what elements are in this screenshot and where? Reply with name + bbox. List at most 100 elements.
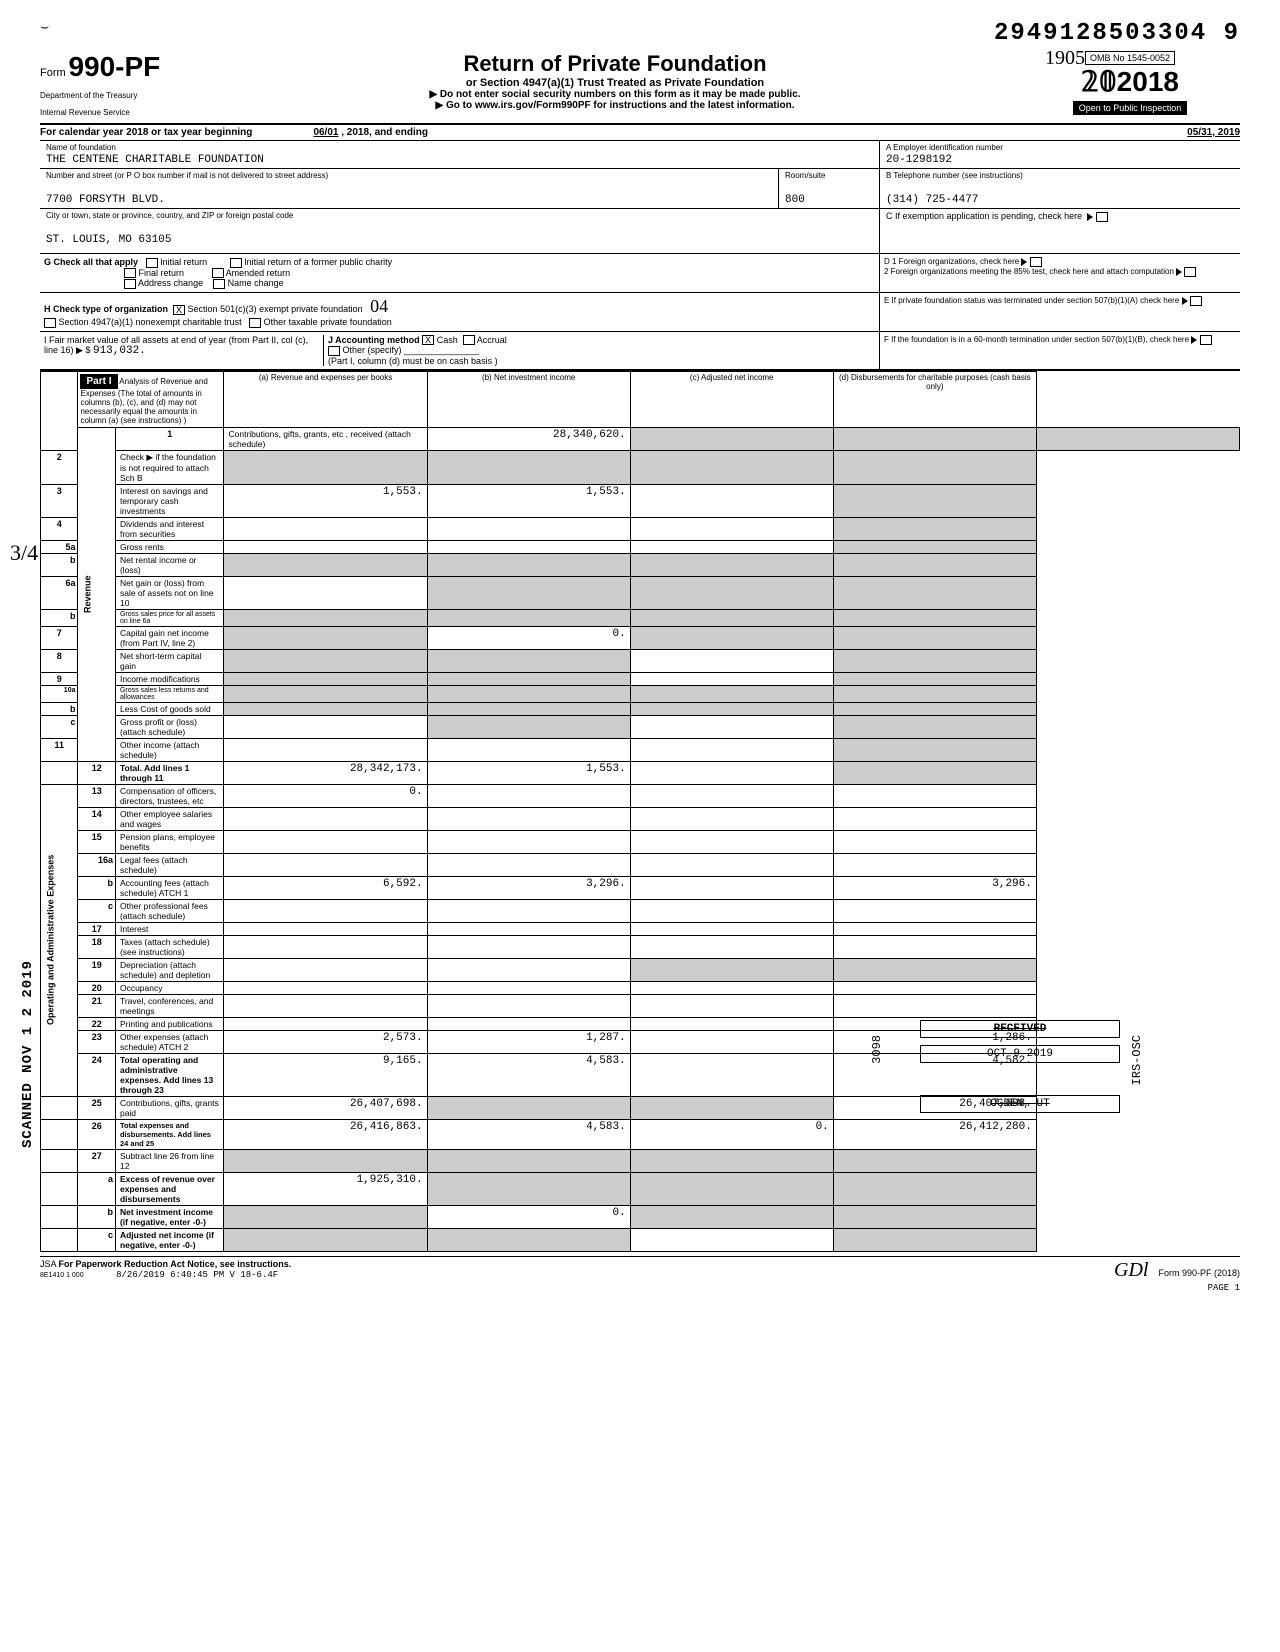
d1-checkbox[interactable] xyxy=(1030,257,1042,267)
section-h: H Check type of organization X Section 5… xyxy=(40,293,880,331)
arrow-icon xyxy=(1176,268,1182,276)
ein: 20-1298192 xyxy=(886,154,1234,166)
col-c-header: (c) Adjusted net income xyxy=(630,371,833,427)
page-number: PAGE 1 xyxy=(1208,1283,1240,1293)
public-inspection: Open to Public Inspection xyxy=(1073,101,1188,115)
subtitle: or Section 4947(a)(1) Trust Treated as P… xyxy=(210,77,1020,89)
col-a-header: (a) Revenue and expenses per books xyxy=(224,371,427,427)
f-checkbox[interactable] xyxy=(1200,335,1212,345)
i-j-f-row: I Fair market value of all assets at end… xyxy=(40,332,1240,371)
arrow-icon xyxy=(1191,336,1197,344)
col-b-header: (b) Net investment income xyxy=(427,371,630,427)
header-right: A Employer identification number 20-1298… xyxy=(880,141,1240,253)
section-j: J Accounting method X Cash Accrual Other… xyxy=(324,335,875,366)
g-check-addr[interactable] xyxy=(124,279,136,289)
g-check-former[interactable] xyxy=(230,258,242,268)
j-check-cash[interactable]: X xyxy=(422,335,434,345)
received-stamp: RECEIVED xyxy=(920,1020,1120,1038)
ogden-stamp: OGDEN, UT xyxy=(920,1095,1120,1113)
fmv-value: 913,032. xyxy=(93,345,146,357)
room-label: Room/suite xyxy=(785,171,873,180)
dept-line-1: Department of the Treasury xyxy=(40,91,210,100)
end-date: 05/31, 2019 xyxy=(1060,127,1240,138)
h-check-501c3[interactable]: X xyxy=(173,305,185,315)
h-e-row: H Check type of organization X Section 5… xyxy=(40,293,1240,332)
calendar-year-row: For calendar year 2018 or tax year begin… xyxy=(40,125,1240,141)
foundation-name-row: Name of foundation THE CENTENE CHARITABL… xyxy=(40,141,879,169)
form-number-box: Form 990-PF Department of the Treasury I… xyxy=(40,51,210,117)
ein-row: A Employer identification number 20-1298… xyxy=(880,141,1240,169)
section-i: I Fair market value of all assets at end… xyxy=(44,335,324,366)
dept-line-2: Internal Revenue Service xyxy=(40,108,210,117)
jsa: JSA xyxy=(40,1259,56,1269)
g-check-initial[interactable] xyxy=(146,258,158,268)
ein-label: A Employer identification number xyxy=(886,143,1234,152)
document-id: 2949128503304 9 xyxy=(994,20,1240,47)
h-check-4947[interactable] xyxy=(44,318,56,328)
arrow-icon xyxy=(1182,297,1188,305)
header-left: Name of foundation THE CENTENE CHARITABL… xyxy=(40,141,880,253)
top-row: ⌣ 2949128503304 9 xyxy=(40,20,1240,47)
section-g: G Check all that apply Initial return In… xyxy=(40,254,880,292)
begin-date: 06/01 xyxy=(313,127,338,138)
name-label: Name of foundation xyxy=(46,143,873,152)
g-check-final[interactable] xyxy=(124,268,136,278)
form-ref: Form 990-PF (2018) xyxy=(1158,1268,1240,1278)
col-d-header: (d) Disbursements for charitable purpose… xyxy=(833,371,1036,427)
timestamp: 8/26/2019 6:40:45 PM V 18-6.4F xyxy=(116,1270,278,1280)
j-check-other[interactable] xyxy=(328,346,340,356)
expenses-label: Operating and Administrative Expenses xyxy=(41,784,78,1096)
g-check-amended[interactable] xyxy=(212,268,224,278)
footer-code: 8E1410 1 000 xyxy=(40,1272,84,1279)
cal-label: For calendar year 2018 or tax year begin… xyxy=(40,127,1060,138)
scanned-stamp: SCANNED NOV 1 2 2019 xyxy=(20,960,36,1148)
omb-number: OMB No 1545-0052 xyxy=(1085,51,1175,65)
form-header: Form 990-PF Department of the Treasury I… xyxy=(40,51,1240,125)
code-stamp: 3098 xyxy=(870,1035,884,1064)
title-block: Return of Private Foundation or Section … xyxy=(210,51,1020,111)
section-c-row: C If exemption application is pending, c… xyxy=(880,209,1240,253)
addr-label: Number and street (or P O box number if … xyxy=(46,171,772,180)
instruction-2: ▶ Go to www.irs.gov/Form990PF for instru… xyxy=(210,100,1020,111)
section-i-j: I Fair market value of all assets at end… xyxy=(40,332,880,369)
paperwork-notice: For Paperwork Reduction Act Notice, see … xyxy=(59,1259,292,1269)
signature: GDl xyxy=(1114,1259,1148,1281)
main-title: Return of Private Foundation xyxy=(210,51,1020,77)
street-address: 7700 FORSYTH BLVD. xyxy=(46,194,772,206)
e-checkbox[interactable] xyxy=(1190,296,1202,306)
foundation-name: THE CENTENE CHARITABLE FOUNDATION xyxy=(46,154,873,166)
margin-handwriting: 3/4 xyxy=(10,540,38,566)
footer: JSA For Paperwork Reduction Act Notice, … xyxy=(40,1256,1240,1293)
revenue-label: Revenue xyxy=(78,427,115,761)
city-state-zip: ST. LOUIS, MO 63105 xyxy=(46,234,873,246)
irs-osc-stamp: IRS-OSC xyxy=(1130,1035,1144,1085)
phone-row: B Telephone number (see instructions) (3… xyxy=(880,169,1240,209)
form-prefix: Form xyxy=(40,67,66,79)
instruction-1: ▶ Do not enter social security numbers o… xyxy=(210,89,1020,100)
arrow-icon xyxy=(1087,213,1093,221)
phone: (314) 725-4477 xyxy=(886,194,1234,206)
section-d: D 1 Foreign organizations, check here 2 … xyxy=(880,254,1240,292)
arrow-icon xyxy=(1021,258,1027,266)
c-label: C If exemption application is pending, c… xyxy=(886,211,1082,221)
city-row: City or town, state or province, country… xyxy=(40,209,879,253)
tax-year: 𝟚𝟘2018 xyxy=(1020,65,1240,99)
c-checkbox[interactable] xyxy=(1096,212,1108,222)
section-e: E If private foundation status was termi… xyxy=(880,293,1240,331)
address-row: Number and street (or P O box number if … xyxy=(40,169,879,209)
part1-header: Part I xyxy=(80,374,117,389)
header-grid: Name of foundation THE CENTENE CHARITABL… xyxy=(40,141,1240,254)
part1-table: Part I Analysis of Revenue and Expenses … xyxy=(40,371,1240,1252)
city-label: City or town, state or province, country… xyxy=(46,211,873,220)
room-suite: 800 xyxy=(785,194,873,206)
g-check-name[interactable] xyxy=(213,279,225,289)
handwritten-04: 04 xyxy=(370,296,388,316)
h-check-other[interactable] xyxy=(249,318,261,328)
g-d-row: G Check all that apply Initial return In… xyxy=(40,254,1240,293)
form-number: 990-PF xyxy=(68,51,160,82)
j-check-accrual[interactable] xyxy=(463,335,475,345)
section-f: F If the foundation is in a 60-month ter… xyxy=(880,332,1240,369)
handwritten-mark: ⌣ xyxy=(40,20,49,36)
handwritten-year: 1905 xyxy=(1045,47,1085,70)
d2-checkbox[interactable] xyxy=(1184,267,1196,277)
